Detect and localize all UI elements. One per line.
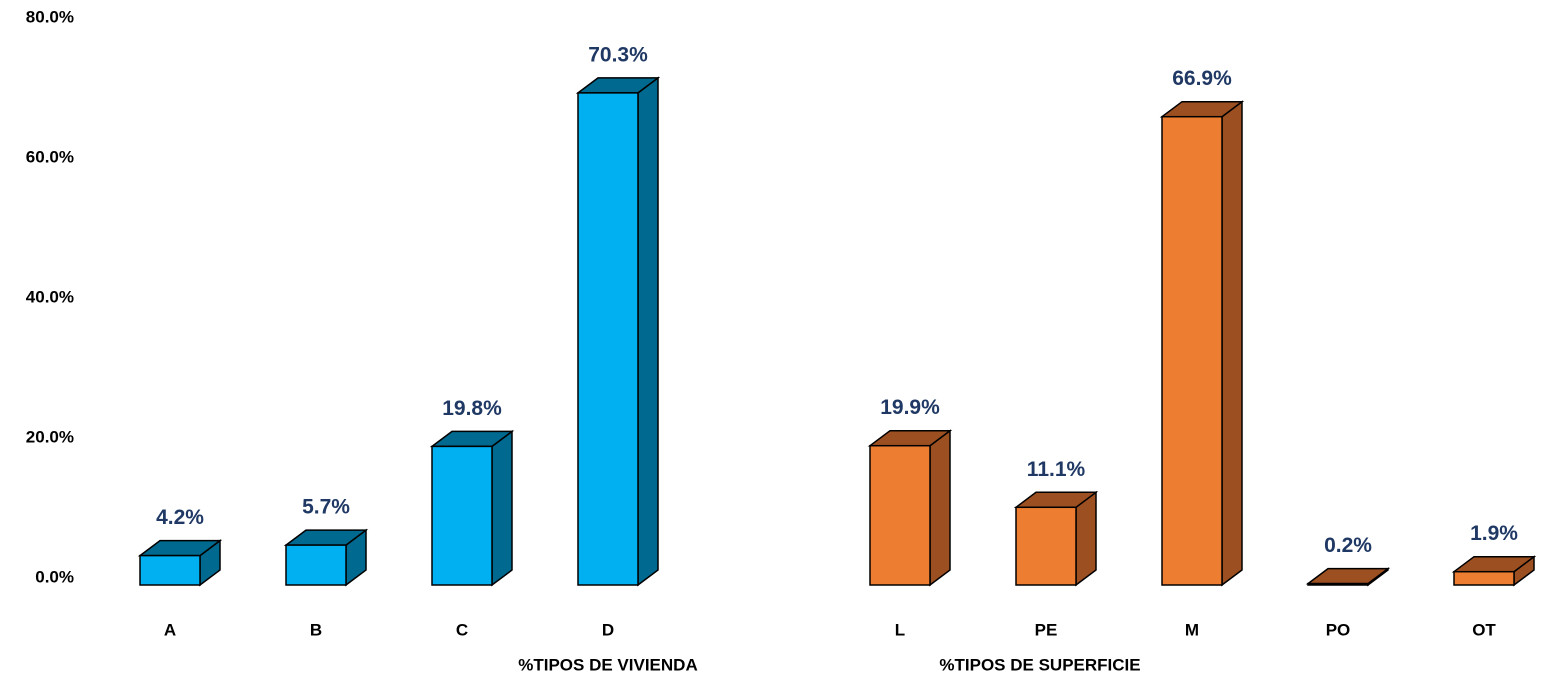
bar-front [285,544,347,586]
value-label: 19.9% [880,396,940,419]
x-tick-label: PO [1326,620,1351,639]
bar [137,539,223,587]
value-label: 19.8% [442,397,502,420]
x-tick-label: PE [1035,620,1058,639]
bar-front [1307,582,1369,586]
bar-side [1221,100,1243,587]
y-tick-label: 40.0% [26,287,74,306]
bar-front [869,444,931,586]
bar-side [1075,490,1097,587]
y-tick-label: 60.0% [26,147,74,166]
x-tick-label: D [602,620,614,639]
value-label: 1.9% [1470,522,1518,545]
bar [1451,555,1537,587]
x-tick-label: OT [1472,620,1496,639]
series-name: %TIPOS DE SUPERFICIE [939,655,1140,674]
bar-front [577,92,639,586]
y-tick-label: 0.0% [35,567,74,586]
bar-front [1015,506,1077,586]
bar-front [1161,115,1223,586]
bar-front [431,445,493,586]
bar-side [491,429,513,587]
y-tick-label: 80.0% [26,7,74,26]
x-tick-label: A [164,620,176,639]
value-label: 66.9% [1172,67,1232,90]
bar-side [637,76,659,587]
bar [1305,567,1391,587]
value-label: 11.1% [1027,458,1086,481]
bar [1159,100,1245,587]
x-tick-label: C [456,620,468,639]
value-label: 4.2% [156,506,204,529]
series-name: %TIPOS DE VIVIENDA [518,655,697,674]
bar [283,528,369,587]
bar-front [139,554,201,586]
value-label: 70.3% [588,43,648,66]
value-label: 0.2% [1324,534,1372,557]
y-tick-label: 20.0% [26,427,74,446]
x-tick-label: B [310,620,322,639]
bar-front [1453,570,1515,586]
bar [867,429,953,587]
bar-top [1305,567,1391,585]
value-label: 5.7% [302,496,350,519]
bar [429,429,515,587]
bar [575,76,661,587]
bar [1013,490,1099,587]
x-tick-label: M [1185,620,1199,639]
bar-side [929,429,951,587]
x-tick-label: L [895,620,905,639]
